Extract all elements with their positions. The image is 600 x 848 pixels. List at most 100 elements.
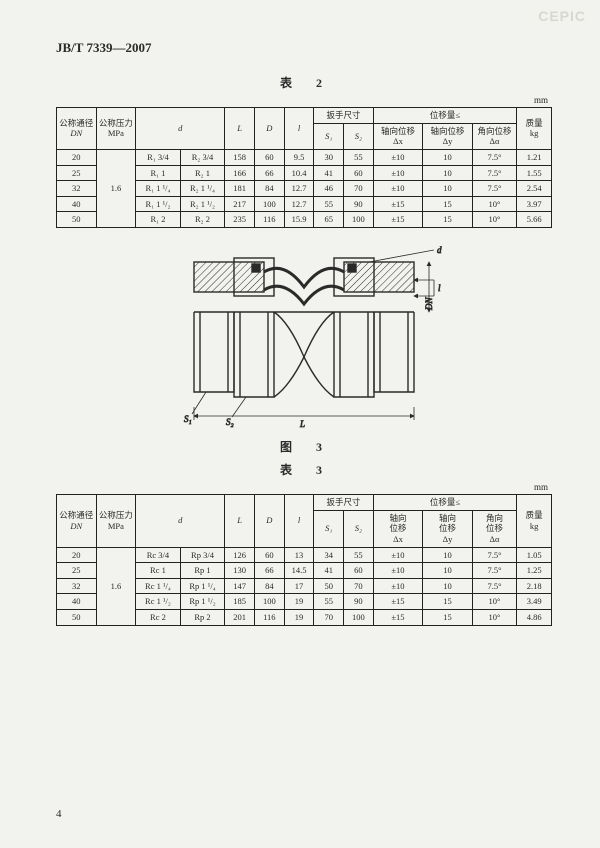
cell: 7.5° (472, 181, 517, 197)
cell: 130 (225, 563, 255, 579)
cell: 40 (57, 594, 97, 610)
cell: ±10 (373, 165, 423, 181)
cell: 100 (344, 610, 374, 626)
cell: R₂ 1 (180, 165, 225, 181)
cell: 7.5° (472, 563, 517, 579)
svg-text:d: d (437, 245, 442, 255)
cell: 116 (254, 212, 284, 228)
cell: 25 (57, 563, 97, 579)
cell: 70 (344, 578, 374, 594)
cell: 60 (344, 563, 374, 579)
cell: 7.5° (472, 165, 517, 181)
cell: 100 (254, 196, 284, 212)
cell: 1.21 (517, 149, 552, 165)
table3-caption: 表 3 (56, 461, 552, 478)
cell: 15 (423, 212, 473, 228)
cell: R₁ 1 ¹/₄ (136, 181, 181, 197)
cell: 41 (314, 563, 344, 579)
cell: 10° (472, 610, 517, 626)
cell: Rс 2 (136, 610, 181, 626)
cell: 217 (225, 196, 255, 212)
cell: Rр 2 (180, 610, 225, 626)
cell: R₂ 3/4 (180, 149, 225, 165)
cell: ±10 (373, 563, 423, 579)
cell: ±15 (373, 196, 423, 212)
table2-head: 公称通径DN 公称压力MPa d L D l 扳手尺寸 位移量≤ 质量kg S₁… (57, 108, 552, 150)
cell: 84 (254, 578, 284, 594)
figure3-drawing: d l DN S₁ S₂ L (134, 242, 474, 432)
svg-text:S₂: S₂ (226, 417, 234, 427)
cell: 147 (225, 578, 255, 594)
table2-unit: mm (56, 95, 552, 105)
cell: 55 (314, 196, 344, 212)
cell: 10 (423, 578, 473, 594)
cell: 235 (225, 212, 255, 228)
cell: 10 (423, 563, 473, 579)
cell: 32 (57, 578, 97, 594)
cell: 40 (57, 196, 97, 212)
cell: 1.6 (96, 547, 136, 625)
cell: 13 (284, 547, 314, 563)
page-number: 4 (56, 808, 62, 820)
cell: 55 (344, 547, 374, 563)
cell: 1.6 (96, 149, 136, 227)
cell: 50 (57, 610, 97, 626)
cell: Rс 1 ¹/₄ (136, 578, 181, 594)
cell: 5.66 (517, 212, 552, 228)
table3: 公称通径DN 公称压力MPa d L D l 扳手尺寸 位移量≤ 质量kg S₁… (56, 494, 552, 626)
cell: 14.5 (284, 563, 314, 579)
cell: 20 (57, 149, 97, 165)
cell: 46 (314, 181, 344, 197)
cell: 1.05 (517, 547, 552, 563)
cell: 185 (225, 594, 255, 610)
table3-body: 201.6Rс 3/4Rр 3/412660133455±10107.5°1.0… (57, 547, 552, 625)
page-content: JB/T 7339—2007 表 2 mm 公称通径DN 公称压力MPa d L… (0, 0, 600, 646)
cell: 9.5 (284, 149, 314, 165)
cell: R₁ 1 (136, 165, 181, 181)
cell: 32 (57, 181, 97, 197)
cell: 90 (344, 196, 374, 212)
cell: R₂ 1 ¹/₄ (180, 181, 225, 197)
cell: ±15 (373, 610, 423, 626)
cell: 60 (254, 547, 284, 563)
cell: 66 (254, 563, 284, 579)
table-row: 201.6Rс 3/4Rр 3/412660133455±10107.5°1.0… (57, 547, 552, 563)
cell: 116 (254, 610, 284, 626)
cell: 10 (423, 547, 473, 563)
table2-body: 201.6R₁ 3/4R₂ 3/4158609.53055±10107.5°1.… (57, 149, 552, 227)
cell: 1.55 (517, 165, 552, 181)
cell: Rс 1 ¹/₂ (136, 594, 181, 610)
cell: 10.4 (284, 165, 314, 181)
cell: ±10 (373, 149, 423, 165)
cell: 10° (472, 196, 517, 212)
cell: 2.54 (517, 181, 552, 197)
watermark: CEPIC (538, 8, 586, 24)
cell: Rс 3/4 (136, 547, 181, 563)
cell: R₁ 3/4 (136, 149, 181, 165)
cell: Rс 1 (136, 563, 181, 579)
cell: 12.7 (284, 196, 314, 212)
cell: 100 (254, 594, 284, 610)
cell: 3.97 (517, 196, 552, 212)
cell: 55 (314, 594, 344, 610)
cell: 10 (423, 165, 473, 181)
cell: 10° (472, 594, 517, 610)
cell: 34 (314, 547, 344, 563)
svg-text:L: L (299, 419, 305, 429)
cell: Rр 1 ¹/₂ (180, 594, 225, 610)
cell: 60 (254, 149, 284, 165)
cell: 66 (254, 165, 284, 181)
cell: 166 (225, 165, 255, 181)
cell: 55 (344, 149, 374, 165)
cell: ±10 (373, 578, 423, 594)
cell: 2.18 (517, 578, 552, 594)
cell: Rр 3/4 (180, 547, 225, 563)
cell: 181 (225, 181, 255, 197)
cell: R₁ 1 ¹/₂ (136, 196, 181, 212)
cell: 10° (472, 212, 517, 228)
table3-unit: mm (56, 482, 552, 492)
cell: 12.7 (284, 181, 314, 197)
svg-text:DN: DN (424, 297, 434, 311)
cell: 10 (423, 181, 473, 197)
table-row: 201.6R₁ 3/4R₂ 3/4158609.53055±10107.5°1.… (57, 149, 552, 165)
